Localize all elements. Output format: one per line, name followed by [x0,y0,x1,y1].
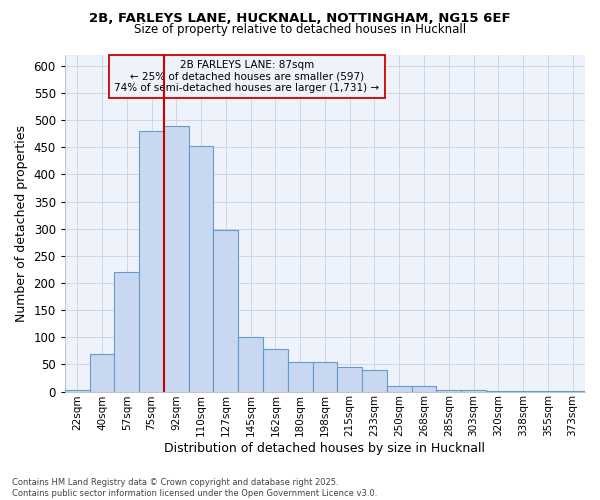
Text: 2B, FARLEYS LANE, HUCKNALL, NOTTINGHAM, NG15 6EF: 2B, FARLEYS LANE, HUCKNALL, NOTTINGHAM, … [89,12,511,26]
Y-axis label: Number of detached properties: Number of detached properties [15,125,28,322]
Bar [89,354,115,392]
Bar [164,126,188,392]
Text: Contains HM Land Registry data © Crown copyright and database right 2025.
Contai: Contains HM Land Registry data © Crown c… [12,478,377,498]
Bar [115,272,139,392]
Bar [188,146,214,392]
Bar [560,391,585,392]
Bar [263,349,288,392]
Bar [535,391,560,392]
Text: 2B FARLEYS LANE: 87sqm
← 25% of detached houses are smaller (597)
74% of semi-de: 2B FARLEYS LANE: 87sqm ← 25% of detached… [115,60,379,93]
Bar [337,367,362,392]
Bar [65,390,89,392]
Bar [214,230,238,392]
Bar [412,386,436,392]
Bar [313,362,337,392]
Bar [288,362,313,392]
Bar [436,390,461,392]
Bar [387,386,412,392]
X-axis label: Distribution of detached houses by size in Hucknall: Distribution of detached houses by size … [164,442,485,455]
Bar [511,391,535,392]
Bar [362,370,387,392]
Bar [238,338,263,392]
Bar [486,391,511,392]
Bar [461,390,486,392]
Text: Size of property relative to detached houses in Hucknall: Size of property relative to detached ho… [134,22,466,36]
Bar [139,131,164,392]
